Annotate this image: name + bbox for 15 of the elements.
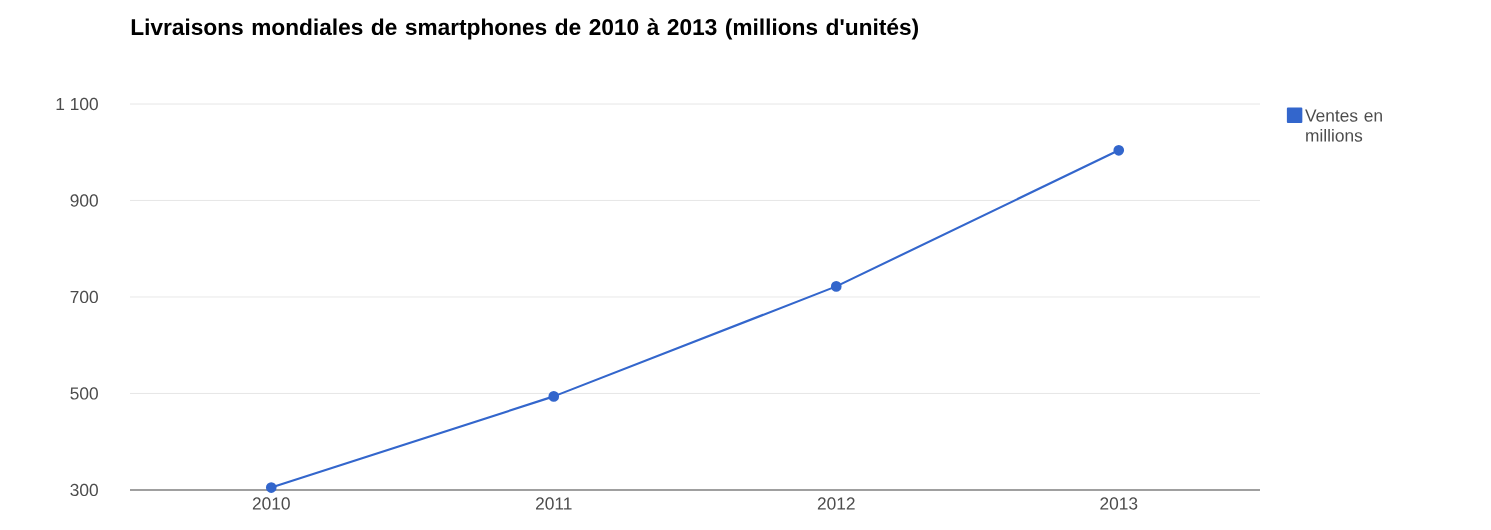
x-tick-label: 2013 bbox=[1100, 497, 1138, 510]
point bbox=[548, 391, 560, 402]
legend-label: Ventes en millions bbox=[1305, 109, 1382, 142]
point bbox=[1113, 144, 1125, 156]
y-tick-label: 1 100 bbox=[56, 97, 98, 111]
y-tick-label: 900 bbox=[70, 194, 98, 207]
point bbox=[265, 482, 277, 493]
point bbox=[830, 281, 842, 292]
y-tick-label: 700 bbox=[70, 290, 98, 304]
x-tick-label: 2011 bbox=[536, 497, 572, 510]
x-tick-label: 2012 bbox=[817, 497, 855, 510]
y-tick-label: 300 bbox=[70, 483, 98, 497]
x-tick-label: 2010 bbox=[252, 497, 290, 510]
y-tick-label: 500 bbox=[70, 387, 98, 400]
chart-title: Livraisons mondiales de smartphones de 2010 à 2013 (millions d'unités) bbox=[131, 18, 919, 40]
